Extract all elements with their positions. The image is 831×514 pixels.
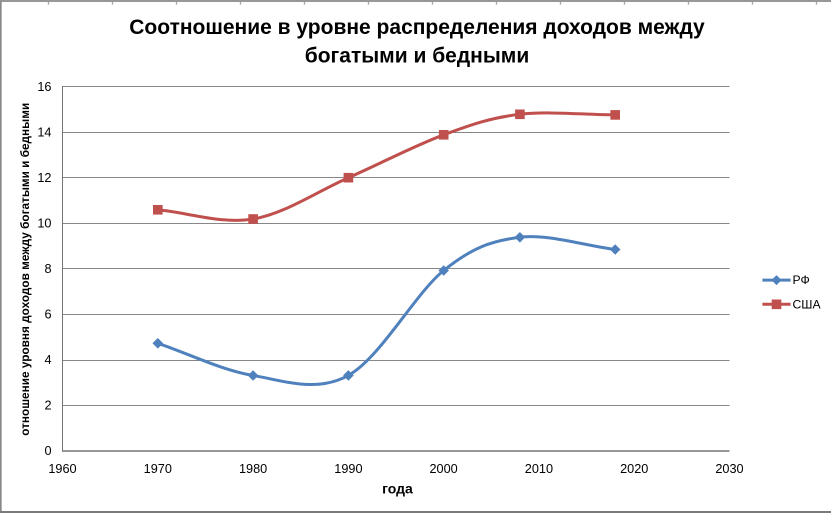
- svg-text:2000: 2000: [429, 462, 457, 476]
- svg-text:богатыми и бедными: богатыми и бедными: [305, 44, 530, 67]
- svg-text:года: года: [382, 481, 413, 497]
- svg-text:РФ: РФ: [793, 273, 810, 287]
- svg-text:8: 8: [44, 262, 51, 276]
- svg-text:16: 16: [37, 80, 51, 94]
- svg-text:2: 2: [44, 398, 51, 412]
- svg-text:2010: 2010: [525, 462, 553, 476]
- svg-text:2020: 2020: [620, 462, 648, 476]
- svg-text:США: США: [793, 297, 822, 311]
- svg-text:1970: 1970: [144, 462, 172, 476]
- svg-text:2030: 2030: [715, 462, 743, 476]
- svg-text:14: 14: [37, 125, 51, 139]
- svg-text:отношение уровня доходов между: отношение уровня доходов между богатыми …: [18, 103, 32, 436]
- svg-text:Соотношение в уровне распредел: Соотношение в уровне распределения доход…: [129, 16, 705, 39]
- svg-text:4: 4: [44, 353, 51, 367]
- svg-text:1960: 1960: [48, 462, 76, 476]
- svg-text:10: 10: [37, 216, 51, 230]
- svg-text:1980: 1980: [239, 462, 267, 476]
- svg-text:0: 0: [44, 444, 51, 458]
- svg-text:6: 6: [44, 307, 51, 321]
- svg-text:1990: 1990: [334, 462, 362, 476]
- svg-text:12: 12: [37, 171, 51, 185]
